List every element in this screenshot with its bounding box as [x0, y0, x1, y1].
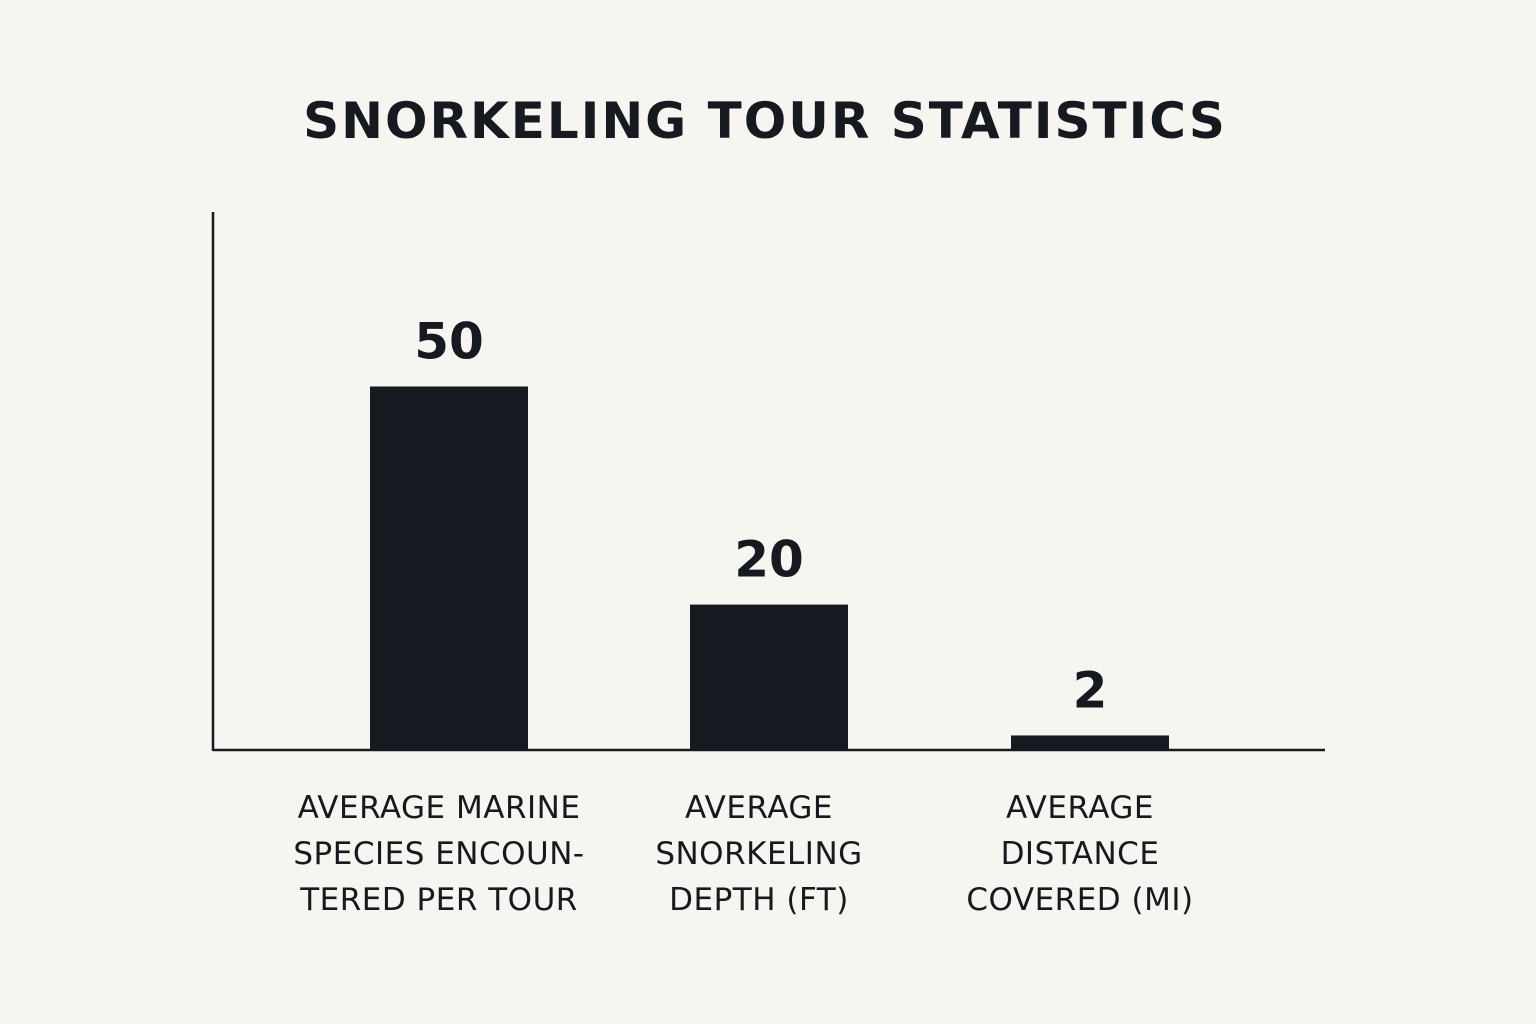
plot-area: 50 AVERAGE MARINE SPECIES ENCOUN- TERED PER… [211, 212, 1325, 918]
x-tick-label-line: SPECIES ENCOUN- [293, 836, 584, 872]
x-tick-label-line: AVERAGE [1006, 790, 1154, 826]
bar-value-label: 2 [1073, 661, 1108, 719]
chart-title: SNORKELING TOUR STATISTICS [303, 92, 1227, 150]
x-tick-label-line: DISTANCE [1001, 836, 1160, 872]
x-tick-label: AVERAGE DISTANCE COVERED (MI) [966, 790, 1193, 918]
x-tick-label-line: SNORKELING [655, 836, 862, 872]
x-tick-label-line: AVERAGE MARINE [298, 790, 581, 826]
bar-value-label: 50 [414, 312, 484, 370]
x-tick-label-line: AVERAGE [685, 790, 833, 826]
x-tick-label: AVERAGE MARINE SPECIES ENCOUN- TERED PER T… [293, 790, 584, 918]
bar-3 [1011, 735, 1169, 750]
bar-1 [370, 386, 528, 750]
bar-2 [690, 604, 848, 750]
x-tick-label: AVERAGE SNORKELING DEPTH (FT) [655, 790, 862, 918]
x-tick-label-line: TERED PER TOUR [299, 882, 578, 918]
bar-value-label: 20 [734, 531, 804, 589]
x-tick-label-line: COVERED (MI) [966, 882, 1193, 918]
x-tick-label-line: DEPTH (FT) [669, 882, 849, 918]
